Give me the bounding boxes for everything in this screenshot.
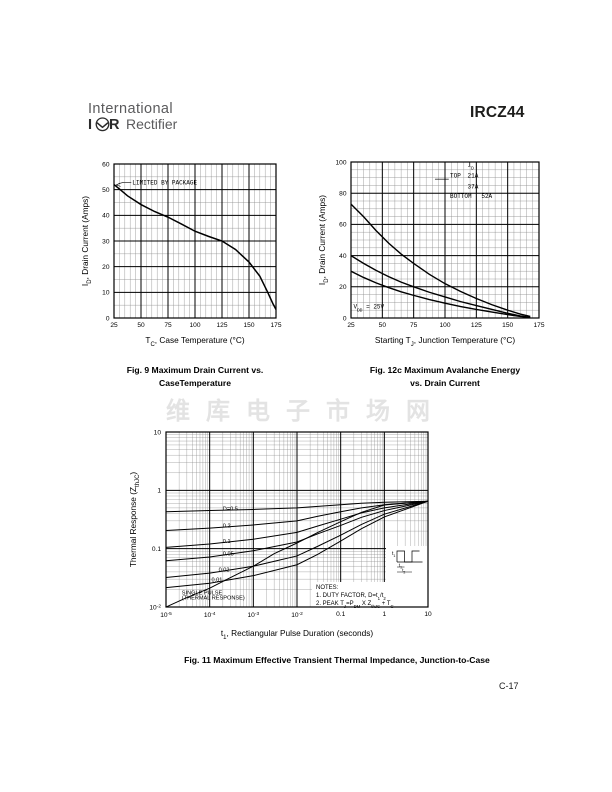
svg-text:0.1: 0.1 — [223, 539, 231, 545]
svg-text:150: 150 — [502, 322, 513, 329]
svg-text:10-2: 10-2 — [291, 611, 303, 620]
svg-text:10: 10 — [424, 611, 432, 618]
svg-text:10-2: 10-2 — [149, 603, 161, 612]
svg-text:0.1: 0.1 — [336, 611, 345, 618]
svg-text:150: 150 — [243, 322, 254, 329]
svg-text:100: 100 — [335, 159, 346, 166]
svg-text:20: 20 — [102, 264, 110, 271]
svg-text:10: 10 — [154, 429, 162, 436]
svg-text:20: 20 — [339, 284, 347, 291]
svg-text:50: 50 — [379, 322, 387, 329]
svg-text:I: I — [88, 117, 92, 133]
svg-text:100: 100 — [189, 322, 200, 329]
svg-text:40: 40 — [339, 253, 347, 260]
svg-text:VDD = 25V: VDD = 25V — [354, 304, 385, 314]
svg-text:1: 1 — [157, 488, 161, 495]
svg-text:D=0.5: D=0.5 — [223, 506, 238, 512]
svg-text:Thermal Response (ZthJC): Thermal Response (ZthJC) — [128, 472, 141, 568]
svg-text:NOTES:: NOTES: — [316, 585, 339, 591]
svg-text:37A: 37A — [468, 184, 479, 191]
svg-text:175: 175 — [270, 322, 281, 329]
svg-text:BOTTOM: BOTTOM — [450, 193, 472, 200]
svg-text:175: 175 — [533, 322, 544, 329]
svg-text:50: 50 — [137, 322, 145, 329]
svg-text:60: 60 — [339, 222, 347, 229]
svg-text:Fig. 12c Maximum Avalanche Ene: Fig. 12c Maximum Avalanche Energy — [370, 365, 521, 375]
svg-text:ID, Drain Current (Amps): ID, Drain Current (Amps) — [80, 196, 93, 286]
svg-text:75: 75 — [164, 322, 172, 329]
svg-text:125: 125 — [216, 322, 227, 329]
svg-text:0.2: 0.2 — [223, 523, 231, 529]
svg-text:80: 80 — [339, 191, 347, 198]
svg-text:LIMITED BY PACKAGE: LIMITED BY PACKAGE — [132, 179, 197, 186]
svg-text:0: 0 — [343, 315, 347, 322]
svg-text:TOP: TOP — [450, 173, 461, 180]
svg-text:25: 25 — [347, 322, 355, 329]
svg-text:0.02: 0.02 — [219, 567, 230, 573]
svg-text:21A: 21A — [468, 173, 479, 180]
svg-text:vs. Drain Current: vs. Drain Current — [410, 378, 480, 388]
svg-text:75: 75 — [410, 322, 418, 329]
svg-text:0: 0 — [106, 315, 110, 322]
svg-text:Rectifier: Rectifier — [126, 117, 178, 132]
svg-text:100: 100 — [439, 322, 450, 329]
svg-text:0.1: 0.1 — [152, 546, 161, 553]
svg-text:t1, Rectiangular Pulse Duratio: t1, Rectiangular Pulse Duration (seconds… — [221, 628, 374, 641]
svg-text:0.01: 0.01 — [211, 577, 222, 583]
svg-text:10-5: 10-5 — [160, 611, 172, 620]
svg-text:ID, Drain Current (Amps): ID, Drain Current (Amps) — [317, 195, 330, 285]
svg-text:1: 1 — [382, 611, 386, 618]
svg-text:(THERMAL RESPONSE): (THERMAL RESPONSE) — [182, 595, 245, 601]
svg-text:40: 40 — [102, 213, 110, 220]
svg-text:60: 60 — [102, 161, 110, 168]
svg-text:TC, Case Temperature (°C): TC, Case Temperature (°C) — [145, 335, 245, 348]
svg-text:10-4: 10-4 — [204, 611, 216, 620]
svg-text:0.05: 0.05 — [223, 551, 234, 557]
svg-text:25: 25 — [110, 322, 118, 329]
svg-text:50: 50 — [102, 187, 110, 194]
svg-text:125: 125 — [471, 322, 482, 329]
svg-text:10: 10 — [102, 290, 110, 297]
svg-text:Fig. 11 Maximum Effective Tran: Fig. 11 Maximum Effective Transient Ther… — [184, 655, 490, 665]
svg-text:Starting TJ, Junction Temperat: Starting TJ, Junction Temperature (°C) — [375, 335, 515, 348]
svg-text:10-3: 10-3 — [248, 611, 260, 620]
svg-text:Fig. 9 Maximum Drain Current v: Fig. 9 Maximum Drain Current vs. — [127, 365, 264, 375]
svg-text:R: R — [109, 117, 120, 133]
svg-text:CaseTemperature: CaseTemperature — [159, 378, 231, 388]
svg-text:30: 30 — [102, 238, 110, 245]
svg-text:52A: 52A — [481, 193, 492, 200]
